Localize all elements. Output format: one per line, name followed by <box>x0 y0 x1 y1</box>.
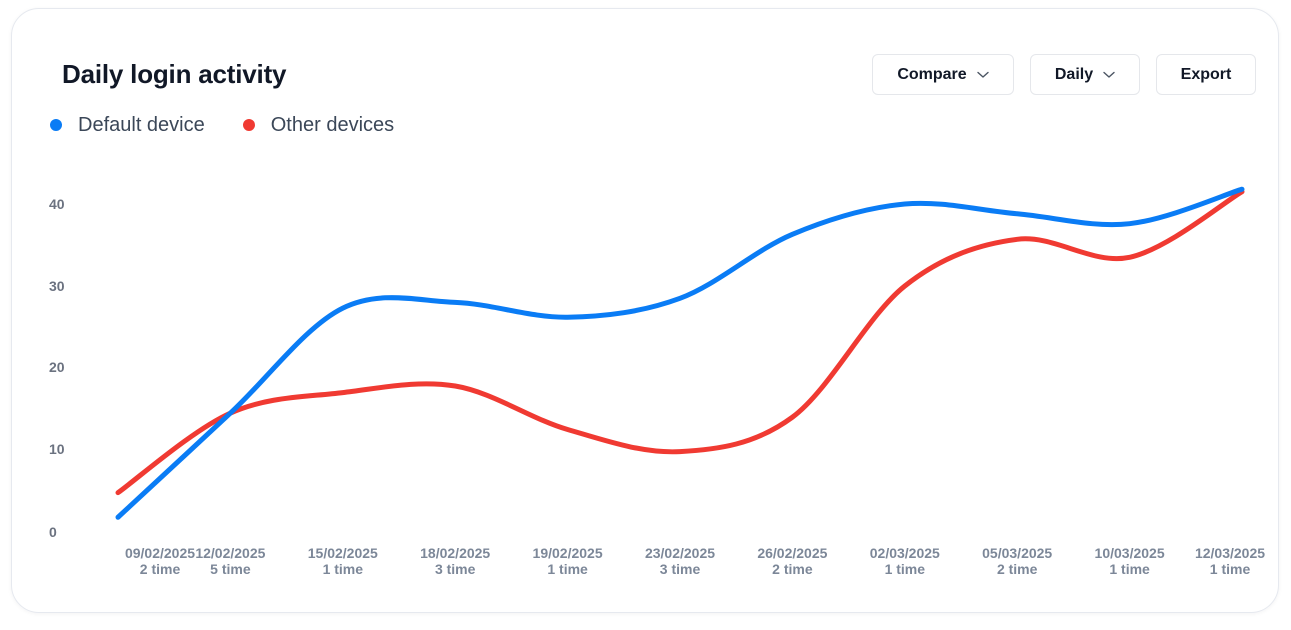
y-tick-label: 0 <box>49 524 57 540</box>
x-tick-date: 12/03/2025 <box>1194 545 1266 561</box>
x-tick-label: 15/02/2025 1 time <box>293 545 393 577</box>
legend-item-other-devices[interactable]: Other devices <box>242 112 395 138</box>
y-tick-label: 40 <box>49 196 65 212</box>
x-tick-count: 2 time <box>772 561 813 577</box>
x-tick-label: 05/03/2025 2 time <box>967 545 1067 577</box>
x-tick-label: 23/02/2025 3 time <box>630 545 730 577</box>
legend-label-default-device: Default device <box>78 114 205 136</box>
x-tick-count: 3 time <box>434 561 476 577</box>
y-tick-label: 20 <box>49 359 65 375</box>
x-tick-count: 1 time <box>547 561 588 577</box>
x-tick-count: 1 time <box>1209 561 1251 577</box>
export-label: Export <box>1180 65 1232 83</box>
x-tick-count: 1 time <box>322 561 364 577</box>
x-tick-label: 18/02/2025 3 time <box>405 545 505 577</box>
x-tick-date: 18/02/2025 <box>420 545 491 561</box>
x-tick-label: 02/03/2025 1 time <box>855 545 955 577</box>
x-tick-label: 12/02/2025 5 time <box>180 545 280 577</box>
x-tick-label: 09/02/2025 2 time <box>110 545 210 577</box>
x-tick-label: 10/03/2025 1 time <box>1080 545 1180 577</box>
x-tick-count: 5 time <box>210 561 251 577</box>
legend-dot-other-devices <box>242 119 255 131</box>
x-tick-count: 1 time <box>1109 561 1150 577</box>
chart-title: Daily login activity <box>62 59 287 89</box>
compare-label: Compare <box>897 65 967 83</box>
y-tick-label: 10 <box>49 441 65 457</box>
x-tick-count: 2 time <box>139 561 181 577</box>
login-activity-card: Daily login activity Compare Daily Expor… <box>11 8 1279 613</box>
x-tick-label: 12/03/2025 1 time <box>1180 545 1280 577</box>
x-tick-date: 23/02/2025 <box>644 545 716 561</box>
x-tick-date: 12/02/2025 <box>195 545 266 561</box>
x-tick-date: 05/03/2025 <box>982 545 1053 561</box>
x-tick-count: 2 time <box>996 561 1038 577</box>
x-tick-date: 10/03/2025 <box>1094 545 1165 561</box>
legend-label-other-devices: Other devices <box>270 114 395 136</box>
export-button[interactable]: Export <box>1156 54 1256 95</box>
x-tick-date: 09/02/2025 <box>124 545 196 561</box>
x-tick-count: 3 time <box>659 561 701 577</box>
legend-item-default-device[interactable]: Default device <box>50 112 205 138</box>
chart-legend: Default device Other devices <box>50 112 432 138</box>
x-tick-date: 02/03/2025 <box>869 545 940 561</box>
legend-dot-default-device <box>50 119 62 131</box>
x-tick-date: 19/02/2025 <box>532 545 603 561</box>
x-tick-date: 26/02/2025 <box>757 545 828 561</box>
daily-label: Daily <box>1054 65 1094 83</box>
chevron-down-icon <box>1103 71 1115 79</box>
chevron-down-icon <box>976 71 989 79</box>
x-tick-label: 26/02/2025 2 time <box>742 545 842 577</box>
y-tick-label: 30 <box>49 278 65 294</box>
x-tick-count: 1 time <box>884 561 926 577</box>
daily-button[interactable]: Daily <box>1030 54 1140 95</box>
x-tick-date: 15/02/2025 <box>307 545 378 561</box>
compare-button[interactable]: Compare <box>872 54 1014 95</box>
x-tick-label: 19/02/2025 1 time <box>518 545 618 577</box>
